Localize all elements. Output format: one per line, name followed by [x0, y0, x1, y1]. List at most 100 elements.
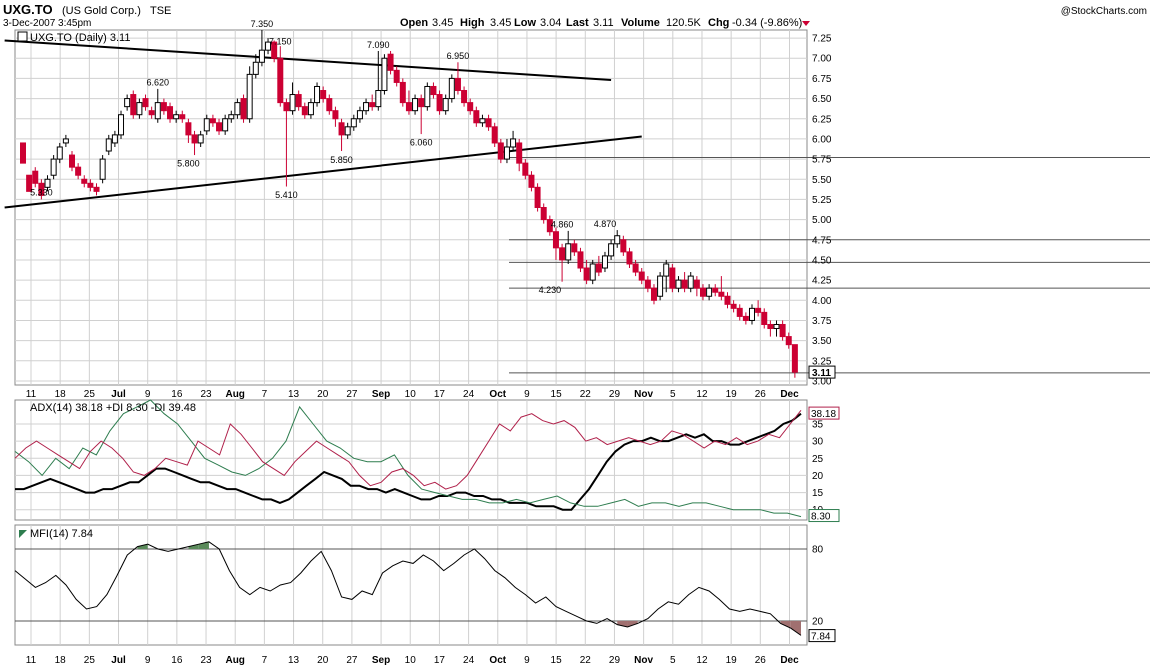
x-tick-label: 24	[463, 655, 475, 666]
adx-panel-frame	[14, 399, 808, 521]
candle-body	[277, 57, 284, 104]
x-tick-label: 12	[696, 389, 708, 400]
price-annotation: 4.860	[551, 220, 574, 230]
x-tick-label: 26	[755, 655, 767, 666]
candle-body	[644, 279, 651, 289]
candle-body	[448, 77, 455, 100]
candle-body	[105, 138, 112, 152]
y-tick-label: 20	[812, 471, 824, 482]
candle-body	[675, 279, 682, 289]
mfi-legend: MFI(14) 7.84	[30, 528, 93, 540]
candle-body	[510, 138, 517, 148]
x-tick-label: 27	[346, 389, 358, 400]
candle-body	[203, 118, 210, 132]
mfi-oversold-fill	[780, 621, 791, 629]
candle-body	[93, 186, 100, 192]
adx-legend: ADX(14) 38.18 +DI 8.30 -DI 39.48	[30, 402, 196, 414]
x-tick-label: 5	[670, 655, 676, 666]
candle-body	[577, 251, 584, 269]
candle-body	[240, 98, 247, 120]
down-arrow-icon	[802, 21, 810, 26]
candle-body	[271, 41, 278, 59]
candle-body	[111, 134, 118, 144]
x-tick-label: 29	[609, 389, 621, 400]
candle-body	[234, 102, 241, 116]
x-tick-label: Jul	[111, 389, 126, 400]
last-value: 3.11	[593, 17, 614, 29]
price-annotation: 5.850	[330, 155, 353, 165]
x-tick-label: 20	[317, 389, 329, 400]
candle-body	[87, 182, 94, 188]
adx-value-box	[808, 509, 840, 523]
x-tick-label: Nov	[634, 389, 653, 400]
adx-series-line	[14, 409, 802, 490]
y-tick-label: 3.25	[812, 356, 832, 367]
mfi-value-box	[808, 629, 836, 643]
candle-body	[326, 98, 333, 112]
x-tick-label: 22	[580, 655, 592, 666]
mfi-overbought-fill	[188, 544, 199, 549]
candle-body	[381, 57, 388, 92]
y-tick-label: 6.75	[812, 74, 832, 85]
candle-body	[283, 102, 290, 112]
mfi-legend-swatch	[19, 530, 27, 538]
price-annotation: 5.800	[177, 158, 200, 168]
candle-body	[393, 69, 400, 83]
candle-body	[559, 247, 566, 261]
x-tick-label: 23	[200, 389, 212, 400]
candle-body	[222, 118, 229, 132]
candle-body	[344, 126, 351, 136]
high-label: High	[460, 17, 485, 29]
candle-body	[20, 142, 26, 164]
x-tick-label: 15	[551, 655, 563, 666]
x-tick-label: 17	[434, 389, 446, 400]
candle-body	[638, 271, 645, 281]
price-annotation: 7.090	[367, 40, 390, 50]
x-tick-label: 25	[84, 655, 96, 666]
candle-body	[38, 182, 45, 196]
candle-body	[534, 186, 541, 208]
chg-label: Chg	[708, 17, 729, 29]
x-tick-label: 11	[26, 389, 37, 400]
price-annotation: 4.230	[539, 285, 562, 295]
candle-body	[314, 85, 321, 104]
candle-body	[136, 102, 143, 116]
x-tick-label: 17	[434, 655, 446, 666]
candle-body	[748, 307, 755, 321]
candle-body	[718, 291, 725, 297]
candle-body	[301, 106, 308, 116]
candle-body	[320, 90, 327, 100]
y-tick-label: 5.75	[812, 155, 832, 166]
candle-body	[32, 170, 39, 184]
candle-body	[687, 275, 694, 289]
candle-body	[56, 146, 63, 160]
candle-body	[387, 53, 394, 71]
y-tick-label: 6.50	[812, 94, 832, 105]
x-tick-label: 15	[551, 389, 563, 400]
volume-value: 120.5K	[666, 17, 702, 29]
adx-value-label: 8.30	[811, 512, 831, 523]
mfi-panel-frame	[14, 524, 808, 646]
y-tick-label: 6.25	[812, 114, 832, 125]
chg-value: -0.34 (-9.86%)	[732, 17, 802, 29]
candle-body	[228, 114, 235, 120]
candle-body	[424, 85, 431, 108]
grid-lines	[15, 30, 807, 645]
candle-body	[595, 263, 602, 273]
candle-body	[307, 102, 314, 116]
mfi-value-label: 7.84	[811, 632, 831, 643]
y-tick-label: 5.50	[812, 175, 832, 186]
x-tick-label: Sep	[372, 655, 390, 666]
mfi-layer	[14, 541, 802, 636]
candle-body	[657, 275, 664, 297]
price-annotation: 6.060	[410, 137, 433, 147]
candle-body	[571, 243, 578, 253]
x-tick-label: Sep	[372, 389, 390, 400]
y-tick-label: 20	[812, 617, 824, 628]
candle-body	[50, 158, 57, 176]
candle-body	[124, 98, 131, 108]
x-tick-label: 20	[317, 655, 329, 666]
low-value: 3.04	[540, 17, 561, 29]
candle-body	[289, 94, 296, 112]
